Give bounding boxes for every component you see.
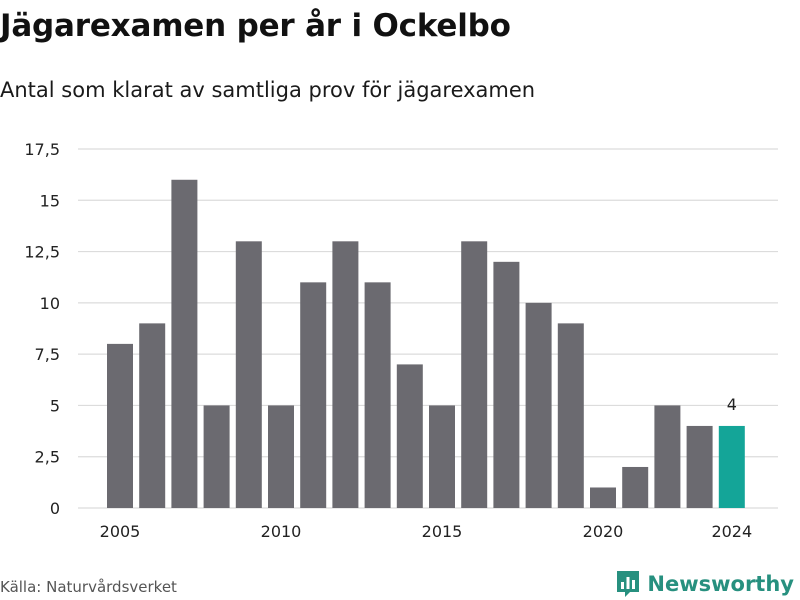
chart-subtitle: Antal som klarat av samtliga prov för jä… [0,78,536,102]
x-tick-label: 2024 [711,522,752,541]
bar-2010 [268,405,294,508]
bar-2017 [493,261,520,508]
source-note: Källa: Naturvårdsverket [0,578,177,596]
bar-2007 [171,179,198,508]
x-tick-label: 2005 [100,522,141,541]
bar-2024 [718,425,745,508]
y-tick-label: 0 [50,499,60,518]
x-axis-ticks: 2005 2010 2015 2020 2024 [100,522,753,541]
bar-2014 [396,364,423,508]
bar-2013 [364,282,391,508]
data-label: 4 [727,395,737,414]
bar-2009 [235,241,262,509]
bar-chart-logo-icon [617,571,640,597]
bar-2015 [429,405,455,508]
y-tick-label: 17,5 [24,140,60,159]
bar-2008 [203,405,230,508]
x-tick-label: 2010 [261,522,302,541]
bar-2023 [686,425,713,508]
y-axis-ticks: 0 2,5 5 7,5 10 12,5 15 17,5 [24,140,60,518]
y-tick-label: 10 [40,294,60,313]
bars [107,179,745,509]
bar-2005 [107,343,133,508]
bar-2022 [654,405,681,508]
bar-2012 [332,241,359,509]
bar-2019 [557,323,584,508]
bar-2020 [590,487,616,508]
bar-2006 [139,323,166,508]
chart-title: Jägarexamen per år i Ockelbo [0,8,511,44]
y-tick-label: 12,5 [24,243,60,262]
y-tick-label: 2,5 [35,448,60,467]
bar-chart: 0 2,5 5 7,5 10 12,5 15 17,5 2005 2010 2015 2020 202… [24,140,778,541]
brand-name: Newsworthy [647,572,794,596]
x-tick-label: 2020 [583,522,624,541]
y-tick-label: 7,5 [35,345,60,364]
x-tick-label: 2015 [422,522,463,541]
bar-2016 [461,241,488,509]
brand-logo: Newsworthy [615,568,794,600]
bar-2021 [622,466,649,508]
bar-2011 [300,282,327,508]
y-tick-label: 5 [50,396,60,415]
y-tick-label: 15 [40,191,60,210]
data-labels: 4 [727,395,737,414]
bar-2018 [525,302,552,508]
